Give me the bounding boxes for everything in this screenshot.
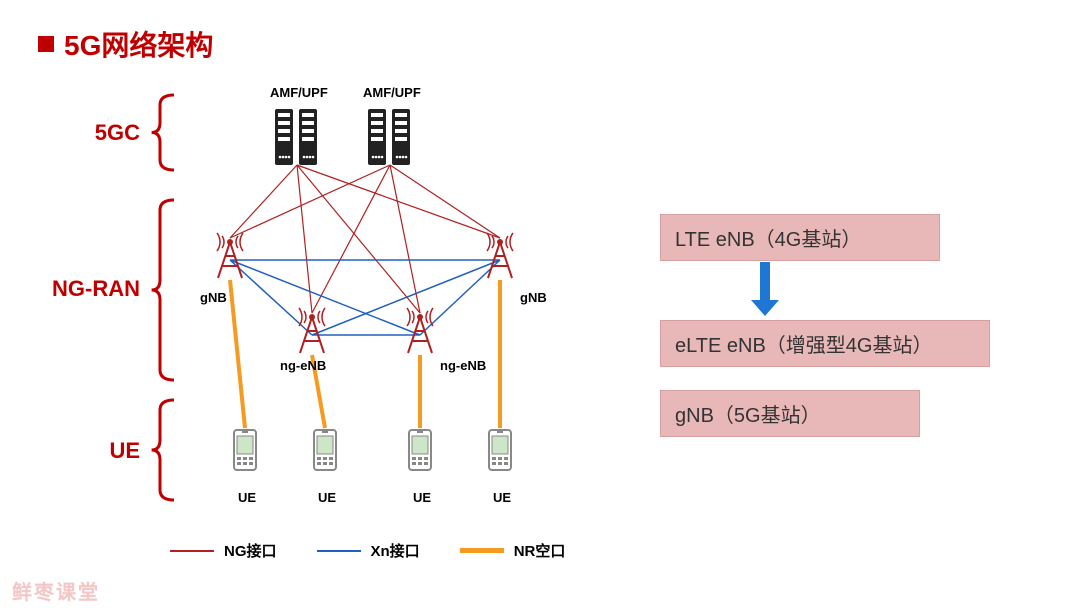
legend: NG接口 Xn接口 NR空口 — [170, 540, 565, 561]
label-gnb1: gNB — [200, 290, 227, 305]
legend-item-xn: Xn接口 — [317, 540, 420, 561]
legend-swatch — [317, 550, 361, 552]
label-ue2: UE — [318, 490, 336, 505]
label-ue1: UE — [238, 490, 256, 505]
info-box-elte: eLTE eNB（增强型4G基站） — [660, 320, 990, 367]
legend-swatch — [460, 548, 504, 553]
label-amf1: AMF/UPF — [270, 85, 328, 100]
label-ue3: UE — [413, 490, 431, 505]
info-box-gnb: gNB（5G基站） — [660, 390, 920, 437]
info-box-lte: LTE eNB（4G基站） — [660, 214, 940, 261]
label-ue4: UE — [493, 490, 511, 505]
legend-item-nr: NR空口 — [460, 540, 566, 561]
legend-label: NG接口 — [224, 540, 277, 561]
watermark: 鲜枣课堂 — [12, 576, 100, 605]
legend-item-ng: NG接口 — [170, 540, 277, 561]
legend-label: Xn接口 — [371, 540, 420, 561]
legend-label: NR空口 — [514, 540, 566, 561]
legend-swatch — [170, 550, 214, 552]
label-amf2: AMF/UPF — [363, 85, 421, 100]
label-ngenb1: ng-eNB — [280, 358, 326, 373]
label-gnb2: gNB — [520, 290, 547, 305]
label-ngenb2: ng-eNB — [440, 358, 486, 373]
